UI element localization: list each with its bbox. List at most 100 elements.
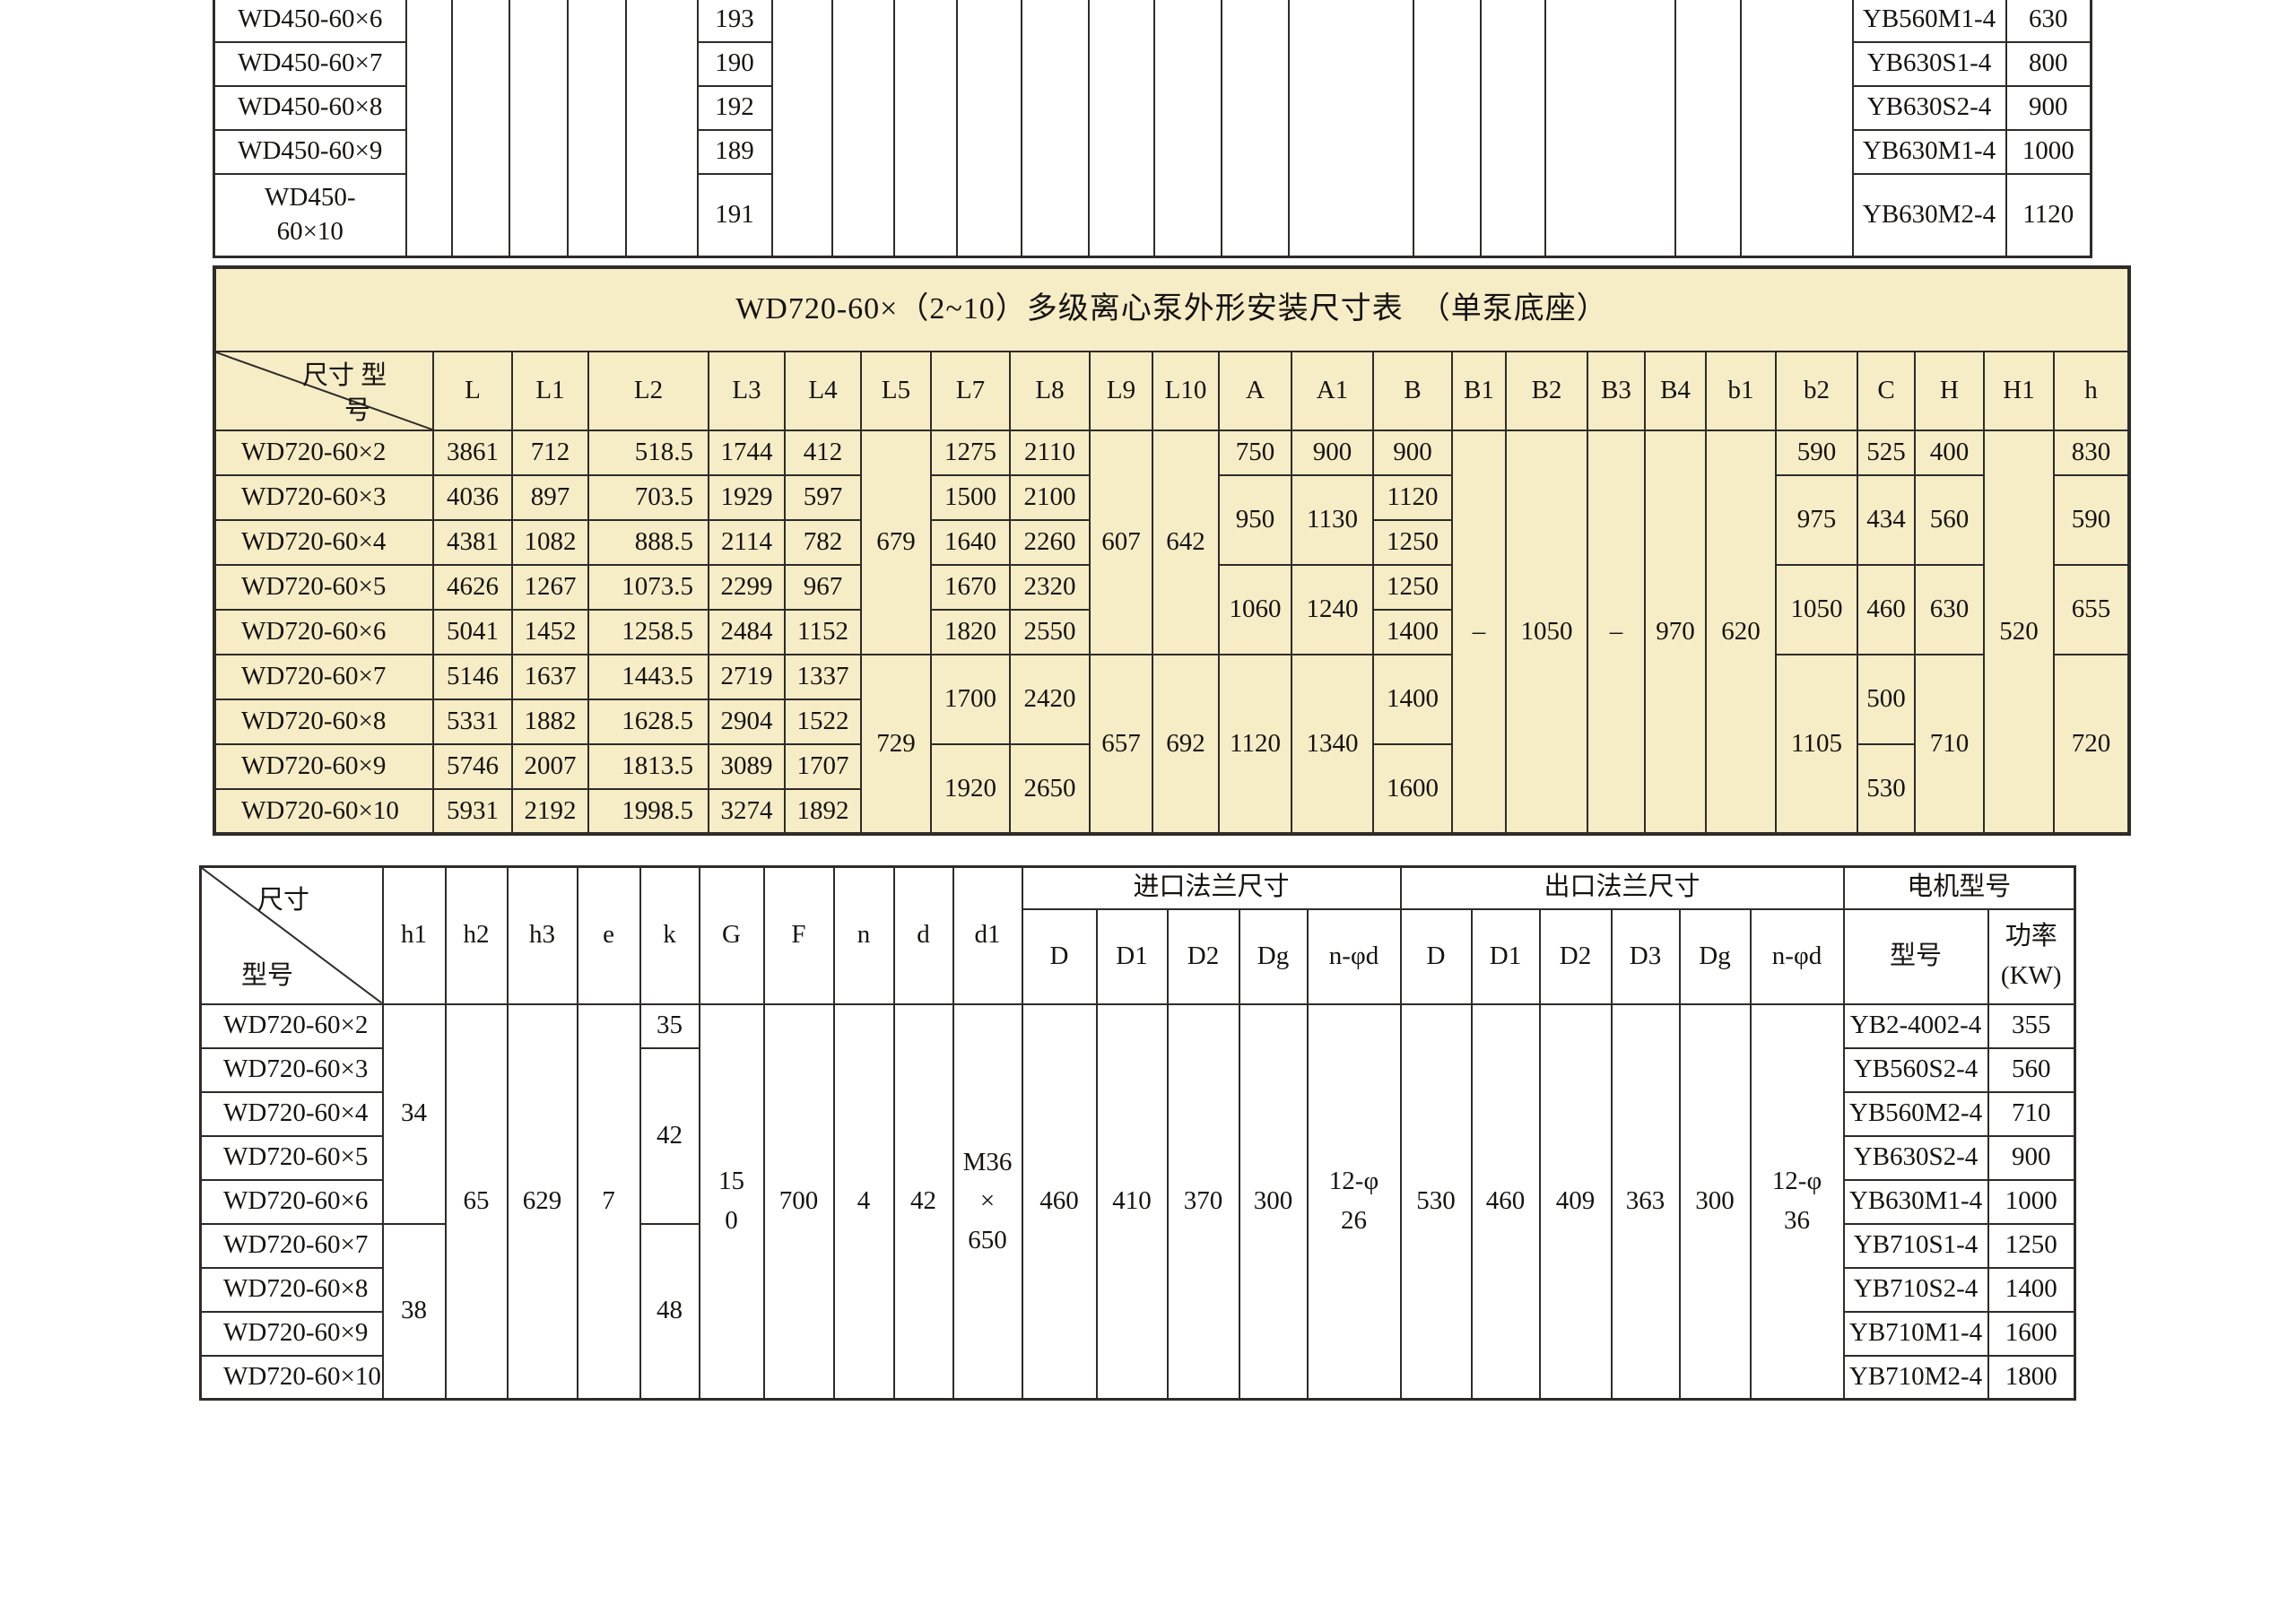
data-cell: 5146 [432, 654, 513, 700]
data-cell: 65 [444, 1002, 509, 1401]
data-cell: 520 [1983, 430, 2055, 835]
data-cell: 1400 [1372, 654, 1453, 745]
data-cell: 597 [784, 474, 862, 521]
header-cell: h3 [506, 865, 578, 1005]
value-cell: 193 [696, 0, 773, 43]
spacer-cell [1152, 0, 1222, 258]
table-row: WD720-60×6 5041 1452 1258.5 2484 1152 18… [213, 609, 2129, 655]
spacer-cell [1020, 0, 1090, 258]
motor-cell: YB560S2-4 [1842, 1046, 1989, 1093]
power-cell: 1600 [1987, 1310, 2076, 1357]
model-cell: WD720-60×6 [199, 1178, 384, 1225]
data-cell: 1744 [708, 430, 786, 476]
table-row: WD720-60×5 YB630S2-4 900 [199, 1134, 2076, 1181]
model-cell: WD450-60×7 [213, 40, 407, 87]
power-cell: 1250 [1987, 1222, 2076, 1269]
data-cell: 1130 [1291, 474, 1374, 566]
data-cell: 703.5 [587, 474, 709, 521]
value-cell: 189 [696, 128, 773, 175]
header-cell: k [639, 865, 700, 1005]
spacer-cell [1287, 0, 1414, 258]
model-cell: WD450-60×6 [213, 0, 407, 43]
data-cell: 970 [1644, 430, 1707, 835]
spacer-cell [1479, 0, 1546, 258]
data-cell: 7 [576, 1002, 641, 1401]
data-cell: 2299 [708, 564, 786, 611]
data-cell: 48 [639, 1222, 700, 1401]
data-cell: 2320 [1009, 564, 1091, 611]
table-row: WD450-60×7 190 YB630S1-4 800 [213, 40, 2092, 87]
spacer-cell [1412, 0, 1482, 258]
data-cell: 710 [1914, 654, 1985, 835]
data-cell: 692 [1152, 654, 1220, 835]
data-cell: 560 [1914, 474, 1985, 566]
data-cell: 3089 [708, 743, 786, 790]
header-cell: h1 [381, 865, 447, 1005]
table-row: WD450-60×9 189 YB630M1-4 1000 [213, 128, 2092, 175]
table-wd720-flange-motor: 尺寸 型号 h1 h2 h3 e k G F n d d1 进口法兰尺寸 出口法… [199, 865, 2076, 1401]
header-row: 尺寸 型 号 L L1 L2 L3 L4 L5 L7 L8 L9 L10 A A… [213, 351, 2130, 431]
power-cell: 710 [1987, 1090, 2076, 1137]
data-cell: 1929 [708, 474, 786, 521]
data-cell: 900 [1372, 430, 1453, 476]
table-row: WD720-60×10 5931 2192 1998.5 3274 1892 [213, 788, 2129, 835]
model-cell: WD720-60×3 [199, 1046, 384, 1093]
data-cell: 42 [639, 1046, 700, 1225]
model-cell: WD720-60×9 [199, 1310, 384, 1357]
table-row: WD450-60×8 192 YB630S2-4 900 [213, 84, 2092, 131]
data-cell: 300 [1238, 1002, 1309, 1401]
header-cell: L8 [1009, 351, 1091, 431]
data-cell: 460 [1470, 1002, 1541, 1401]
data-cell: 967 [784, 564, 862, 611]
header-cell: L1 [511, 351, 589, 431]
model-cell: WD720-60×4 [213, 519, 434, 566]
header-cell: d1 [952, 865, 1023, 1005]
data-cell: 1670 [930, 564, 1011, 611]
data-cell: 1258.5 [587, 609, 709, 655]
header-cell: B2 [1505, 351, 1588, 431]
data-cell: 1640 [930, 519, 1011, 566]
power-cell: 1120 [2005, 172, 2092, 258]
data-cell: 590 [1775, 430, 1858, 476]
power-cell: 900 [1987, 1134, 2076, 1181]
power-cell: 1800 [1987, 1354, 2076, 1401]
model-cell: WD720-60×10 [213, 788, 434, 835]
model-cell: WD450-60×8 [213, 84, 407, 131]
data-cell: 950 [1218, 474, 1292, 566]
power-cell: 560 [1987, 1046, 2076, 1093]
motor-cell: YB630S2-4 [1842, 1134, 1989, 1181]
data-cell: 1050 [1505, 430, 1588, 835]
group-header-outlet-flange: 出口法兰尺寸 [1399, 865, 1845, 910]
data-cell: 12-φ 36 [1749, 1002, 1845, 1401]
wrapped-value: 150 [718, 1167, 744, 1235]
data-cell: 525 [1857, 430, 1916, 476]
table-wd450-continued: WD450-60×6 193 YB560M1-4 630 WD45 [213, 0, 2092, 258]
data-cell: 412 [784, 430, 862, 476]
data-cell: 1060 [1218, 564, 1292, 655]
data-cell: 607 [1089, 430, 1153, 655]
data-cell: 434 [1857, 474, 1916, 566]
data-cell: 363 [1610, 1002, 1681, 1401]
spacer-cell [1544, 0, 1676, 258]
header-cell: B3 [1587, 351, 1646, 431]
spacer-cell [831, 0, 895, 258]
data-cell: 530 [1399, 1002, 1473, 1401]
data-cell: 700 [762, 1002, 835, 1401]
header-cell: D2 [1166, 907, 1240, 1005]
spacer-cell [1739, 0, 1854, 258]
table-row: WD720-60×10 YB710M2-4 1800 [199, 1354, 2076, 1401]
spacer-cell [508, 0, 569, 258]
data-cell: 620 [1705, 430, 1777, 835]
data-cell: 1707 [784, 743, 862, 790]
data-cell: 400 [1914, 430, 1985, 476]
data-cell: 1452 [511, 609, 589, 655]
data-cell: 4036 [432, 474, 513, 521]
header-cell: 功率 (KW) [1987, 907, 2076, 1005]
diag-header-cell: 尺寸 型号 [199, 865, 384, 1005]
table-wd720-outline-dimensions: WD720-60×（2~10）多级离心泵外形安装尺寸表 （单泵底座） 尺寸 型 … [213, 265, 2131, 836]
motor-cell: YB710S2-4 [1842, 1266, 1989, 1313]
table-title: WD720-60×（2~10）多级离心泵外形安装尺寸表 （单泵底座） [213, 266, 2130, 352]
table-row: WD720-60×7 38 48 YB710S1-4 1250 [199, 1222, 2076, 1401]
group-header-inlet-flange: 进口法兰尺寸 [1021, 865, 1402, 910]
data-cell: 975 [1775, 474, 1858, 566]
